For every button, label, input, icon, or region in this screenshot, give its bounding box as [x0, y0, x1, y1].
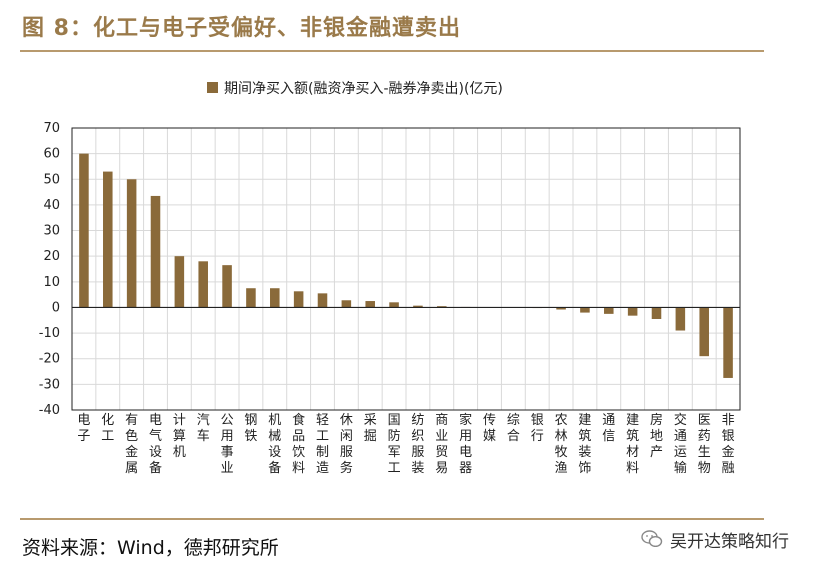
x-tick-label: 家用电器 [459, 412, 472, 476]
x-tick-label: 非银金融 [722, 413, 735, 476]
x-tick-label: 有色金属 [125, 413, 138, 476]
bar [604, 307, 614, 314]
watermark: 吴开达策略知行 [640, 526, 789, 552]
bar [437, 306, 447, 308]
bar [293, 291, 304, 308]
x-tick-label: 交通运输 [674, 412, 687, 476]
x-tick-label: 公用事业 [221, 413, 234, 476]
x-tick-label: 电子 [77, 413, 90, 444]
x-tick-label: 纺织服装 [411, 413, 424, 476]
x-tick-label: 计算机 [173, 413, 186, 460]
bottom-divider [20, 518, 764, 520]
x-tick-label: 传媒 [483, 413, 496, 444]
bar [79, 153, 89, 308]
source-note: 资料来源：Wind，德邦研究所 [22, 537, 279, 559]
x-tick-label: 医药生物 [698, 413, 711, 476]
y-tick-label: 30 [43, 224, 60, 239]
y-tick-label: -20 [39, 352, 60, 367]
y-tick-label: -40 [39, 403, 60, 418]
y-tick-label: 20 [43, 249, 60, 264]
bar [174, 256, 185, 308]
bar [389, 302, 399, 308]
x-tick-label: 休闲服务 [340, 413, 353, 476]
y-tick-label: -30 [39, 377, 60, 392]
y-tick-label: 0 [52, 300, 60, 315]
x-tick-label: 建筑材料 [626, 413, 639, 476]
bar-chart: 70 60 50 40 30 20 10 0 -10 -20 -30 -40 电子化工有色金属电气设备计… [39, 81, 741, 476]
x-tick-label: 建筑装饰 [578, 413, 591, 476]
plot-frame [71, 127, 741, 411]
bar [222, 265, 232, 308]
x-tick-label: 采掘 [364, 413, 377, 444]
watermark-text: 吴开达策略知行 [670, 531, 789, 552]
x-tick-label: 综合 [507, 413, 520, 444]
x-tick-label: 钢铁 [244, 413, 257, 444]
bar [675, 307, 686, 331]
x-tick-label: 电气设备 [149, 413, 162, 476]
bar [270, 288, 280, 308]
x-tick-label: 银行 [531, 413, 544, 444]
bar [413, 305, 423, 308]
x-tick-label: 农林牧渔 [555, 413, 568, 476]
legend-label: 期间净买入额(融资净买入-融券净卖出)(亿元) [224, 81, 503, 97]
top-divider [20, 50, 764, 52]
bar [651, 307, 662, 319]
bar [341, 300, 352, 308]
bar [103, 171, 113, 308]
x-tick-label: 汽车 [197, 413, 210, 444]
bar [627, 307, 638, 316]
bar [365, 301, 375, 308]
x-tick-label: 轻工制造 [316, 413, 329, 476]
y-tick-label: 60 [43, 147, 60, 162]
legend-swatch [207, 82, 218, 93]
bar [723, 307, 733, 378]
y-tick-label: 50 [43, 172, 60, 187]
x-tick-label: 机械设备 [268, 413, 281, 476]
bar [699, 307, 709, 357]
figure-title: 图 8：化工与电子受偏好、非银金融遭卖出 [22, 16, 461, 41]
bar [150, 195, 161, 308]
y-tick-label: 10 [43, 275, 60, 290]
bar [580, 307, 590, 313]
bar [198, 261, 208, 308]
x-tick-label: 食品饮料 [292, 412, 305, 476]
y-tick-label: -10 [39, 326, 60, 341]
bar [246, 288, 256, 308]
y-tick-label: 70 [43, 121, 60, 136]
x-tick-label: 化工 [101, 413, 114, 444]
x-tick-label: 商业贸易 [435, 413, 448, 476]
x-tick-label: 国防军工 [388, 413, 401, 476]
bar [556, 307, 566, 310]
y-tick-label: 40 [43, 198, 60, 213]
x-tick-label: 房地产 [650, 412, 663, 460]
wechat-icon [640, 527, 664, 551]
bar [317, 293, 328, 308]
x-tick-label: 通信 [602, 413, 615, 444]
bar [126, 179, 137, 308]
